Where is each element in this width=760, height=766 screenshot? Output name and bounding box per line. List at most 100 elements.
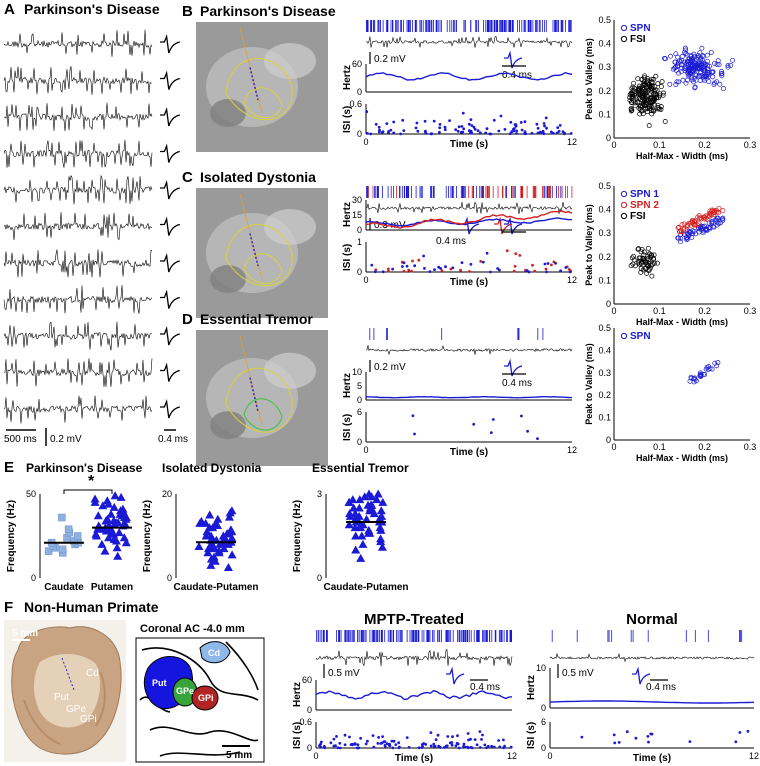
scatter-point xyxy=(694,66,700,72)
scatter-point xyxy=(708,49,714,55)
scatter-point xyxy=(697,215,702,221)
isi-point xyxy=(402,261,406,265)
mean-waveform xyxy=(504,358,523,377)
scatter-point xyxy=(630,261,636,267)
legend-label: SPN 1 xyxy=(630,189,659,200)
isi-point xyxy=(513,123,517,126)
mri-tissue xyxy=(264,352,316,389)
isi-plot: ISI (s)0.6 00 12 Time (s) xyxy=(342,99,577,150)
isi-point xyxy=(536,131,540,135)
isi-plot: ISI (s) 1 00 12 Time (s) xyxy=(342,237,577,288)
isi-point xyxy=(545,270,548,274)
isi-point xyxy=(475,743,479,747)
signal-trace xyxy=(549,652,755,663)
mri-image xyxy=(196,22,328,152)
row-letter: D xyxy=(182,311,193,328)
scatter-point xyxy=(662,119,668,124)
scatter-point xyxy=(702,371,708,377)
panel-a-waveform xyxy=(160,362,180,382)
e-data-point xyxy=(377,511,387,520)
scatter-point xyxy=(695,225,701,230)
isi-point xyxy=(364,742,368,746)
isi-point xyxy=(459,130,463,134)
scatter-point xyxy=(647,257,653,263)
isi-point xyxy=(536,126,540,130)
scatter-point xyxy=(696,73,702,79)
legend-marker xyxy=(620,212,628,220)
scatter-point xyxy=(649,262,655,268)
isi-point xyxy=(543,262,547,266)
e-data-point xyxy=(376,506,386,515)
scatter-point xyxy=(662,56,668,62)
isi-point xyxy=(436,733,440,737)
isi-point xyxy=(390,739,394,743)
e-y-label: Frequency (Hz) xyxy=(6,500,17,572)
isi-point xyxy=(422,254,425,258)
isi-point xyxy=(544,116,548,120)
isi-point xyxy=(370,263,374,267)
scatter-point xyxy=(658,84,664,90)
isi-point xyxy=(469,262,473,266)
scatter-point xyxy=(707,226,713,232)
e-data-point xyxy=(225,512,234,521)
scatter-point xyxy=(710,74,716,80)
mean-waveform xyxy=(461,216,480,235)
isi-point xyxy=(423,267,426,270)
scatter-point xyxy=(714,207,720,213)
e-category-label: Caudate xyxy=(44,582,84,593)
isi-point xyxy=(401,118,405,122)
scatter-point xyxy=(648,85,654,91)
isi-point xyxy=(559,269,562,273)
scatter-point xyxy=(681,231,687,237)
scatter-point xyxy=(689,217,695,223)
isi-point xyxy=(549,130,553,134)
scatter-y-tick: 0.4 xyxy=(598,345,611,355)
isi-point xyxy=(473,738,477,741)
e-data-point xyxy=(203,548,213,557)
e-data-point xyxy=(102,514,112,523)
scatter-point xyxy=(635,76,641,82)
e-data-point xyxy=(213,514,223,523)
scatter-point xyxy=(675,60,681,66)
scatter-point xyxy=(637,95,643,101)
isi-point xyxy=(410,269,413,273)
isi-point xyxy=(478,746,482,749)
scatter-point xyxy=(648,94,654,100)
e-data-point xyxy=(121,538,131,547)
significance-bracket xyxy=(63,489,113,494)
isi-point xyxy=(374,122,378,126)
isi-point xyxy=(649,732,653,736)
scatter-y-tick: 0.4 xyxy=(598,205,611,215)
isi-tick: 0 xyxy=(357,129,362,139)
panel-a-waveform xyxy=(160,70,180,90)
scatter-point xyxy=(639,246,645,252)
e-y-label: Frequency (Hz) xyxy=(292,500,303,572)
isi-tick: 1 xyxy=(357,237,362,247)
isi-point xyxy=(320,740,323,744)
e-y-tick: 3 xyxy=(317,489,322,499)
e-data-point xyxy=(100,546,110,555)
scatter-point xyxy=(699,45,705,51)
scatter-point xyxy=(642,75,647,81)
e-data-point xyxy=(64,525,73,534)
e-data-point xyxy=(120,519,130,528)
isi-point xyxy=(469,118,473,121)
scatter-point xyxy=(649,86,655,92)
e-category-label: Caudate-Putamen xyxy=(323,582,408,593)
isi-point xyxy=(387,267,390,271)
panel-a-waveform xyxy=(160,398,180,419)
panel-a-waveform xyxy=(160,216,180,236)
e-data-point xyxy=(109,502,119,511)
isi-point xyxy=(467,122,471,126)
isi-point xyxy=(446,735,450,738)
time-label: Time (s) xyxy=(450,139,488,150)
frequency-chart: Isolated Dystonia Frequency (Hz) 20 0Caudat… xyxy=(142,461,262,593)
scatter-point xyxy=(680,77,686,83)
isi-point xyxy=(423,119,427,123)
scatter-point xyxy=(704,58,710,64)
scatter-point xyxy=(646,123,652,129)
scatter-y-label: Peak to Valley (ms) xyxy=(584,204,594,286)
isi-point xyxy=(476,129,480,133)
